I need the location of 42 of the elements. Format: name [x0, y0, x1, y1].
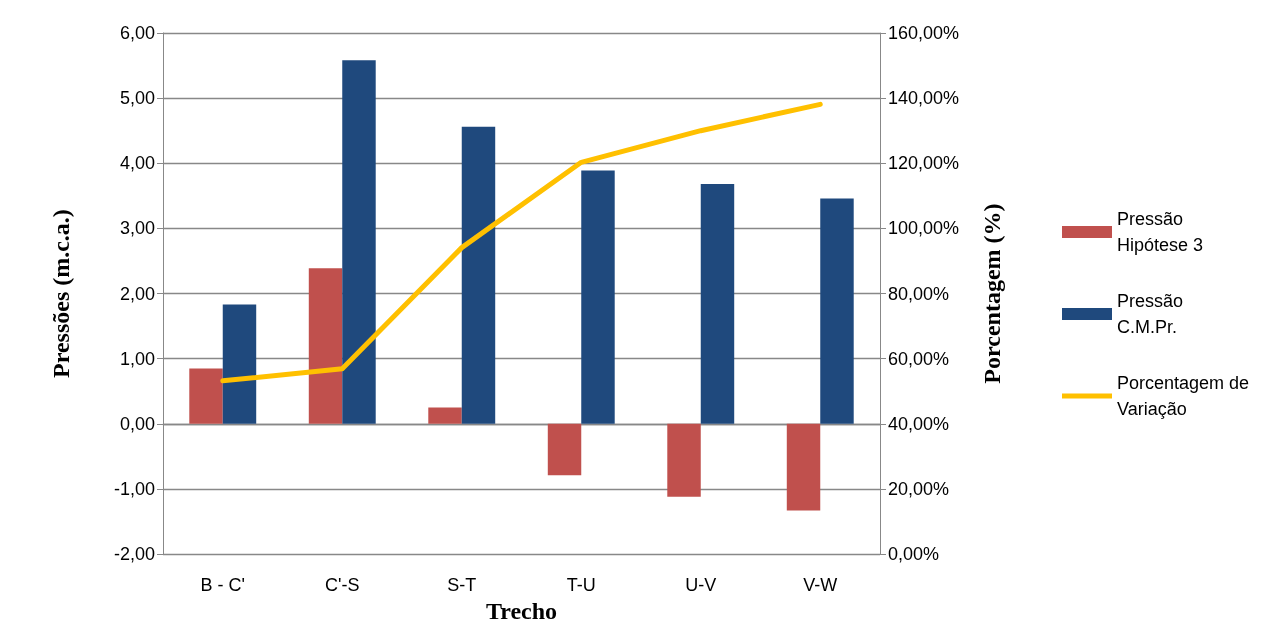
x-tick-label: C'-S [325, 575, 360, 596]
bar [667, 423, 701, 497]
y-tick-label: 3,00 [119, 218, 155, 239]
y2-tick-label: 80,00% [888, 283, 950, 304]
bar [700, 184, 735, 424]
y2-tick-label: 160,00% [888, 23, 960, 43]
y2-tick-label: 140,00% [888, 88, 960, 109]
y-tick-label: -1,00 [113, 478, 155, 499]
bar [222, 304, 257, 424]
y-tick-label: 4,00 [119, 153, 155, 174]
y-tick-label: 5,00 [119, 88, 155, 109]
y-tick-label: -2,00 [113, 544, 155, 565]
bar [342, 60, 376, 424]
legend-label: Porcentagem de Variação [1117, 373, 1255, 419]
bar [581, 170, 615, 424]
y2-tick-label: 120,00% [888, 153, 960, 174]
y2-tick-label: 0,00% [888, 544, 940, 565]
y2-axis-title: Porcentagem (%) [979, 203, 1005, 384]
bar [547, 423, 582, 476]
y-tick-label: 1,00 [119, 348, 155, 369]
x-tick-label: U-V [685, 575, 717, 596]
y-tick-label: 2,00 [119, 283, 155, 304]
legend-label: Pressão Hipótese 3 [1117, 209, 1204, 255]
y2-tick-label: 20,00% [888, 478, 950, 499]
bar [428, 407, 462, 424]
y2-tick-label: 60,00% [888, 348, 950, 369]
y-tick-label: 6,00 [119, 23, 155, 43]
x-tick-label: B - C' [200, 575, 245, 596]
y-axis-title: Pressões (m.c.a.) [48, 209, 74, 378]
bar [820, 198, 854, 424]
y-tick-label: 0,00 [119, 413, 155, 434]
y2-tick-label: 100,00% [888, 218, 960, 239]
x-axis-title: Trecho [485, 598, 558, 624]
bar [786, 423, 821, 511]
x-tick-label: V-W [803, 575, 838, 596]
y2-tick-label: 40,00% [888, 413, 950, 434]
bar [189, 368, 223, 424]
bar [308, 268, 343, 424]
bar [461, 126, 496, 424]
x-tick-label: S-T [447, 575, 477, 596]
x-tick-label: T-U [566, 575, 596, 596]
legend-label: Pressão C.M.Pr. [1117, 291, 1189, 337]
